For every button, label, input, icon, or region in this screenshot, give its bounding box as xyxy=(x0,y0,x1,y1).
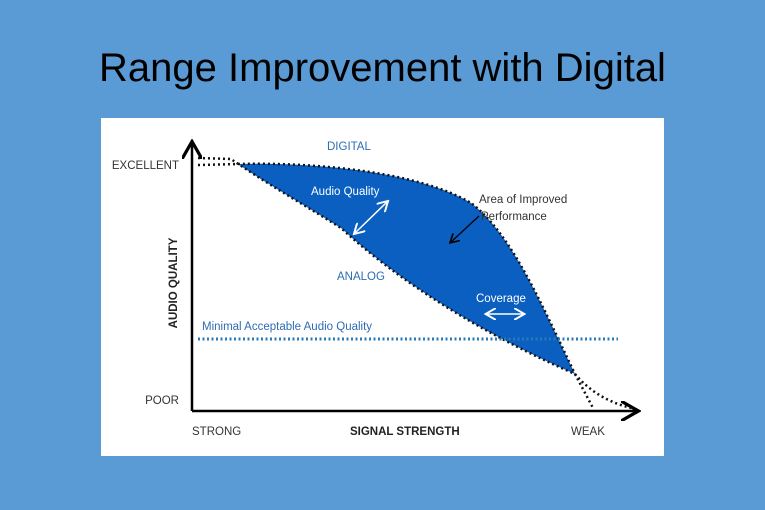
digital-label: DIGITAL xyxy=(327,141,371,153)
area-pointer-arrow xyxy=(451,215,480,242)
area-label-line2: Performance xyxy=(481,211,547,223)
x-axis-label: SIGNAL STRENGTH xyxy=(350,426,460,438)
analog-tail xyxy=(574,373,632,410)
audio-quality-arrow xyxy=(355,202,387,233)
x-left-label: STRONG xyxy=(192,426,241,438)
coverage-label: Coverage xyxy=(476,293,526,305)
range-diagram: EXCELLENT POOR STRONG WEAK SIGNAL STRENG… xyxy=(112,118,664,438)
y-bottom-label: POOR xyxy=(145,395,179,407)
y-top-label: EXCELLENT xyxy=(112,160,179,172)
audio-quality-label: Audio Quality xyxy=(311,186,380,198)
threshold-label: Minimal Acceptable Audio Quality xyxy=(202,321,372,333)
slide-title: Range Improvement with Digital xyxy=(99,46,666,90)
diagram-panel: EXCELLENT POOR STRONG WEAK SIGNAL STRENG… xyxy=(101,118,664,456)
x-right-label: WEAK xyxy=(571,426,605,438)
y-axis-label: AUDIO QUALITY xyxy=(168,237,180,328)
digital-tail xyxy=(573,373,595,409)
area-label-line1: Area of Improved xyxy=(479,194,567,206)
analog-label: ANALOG xyxy=(337,271,385,283)
